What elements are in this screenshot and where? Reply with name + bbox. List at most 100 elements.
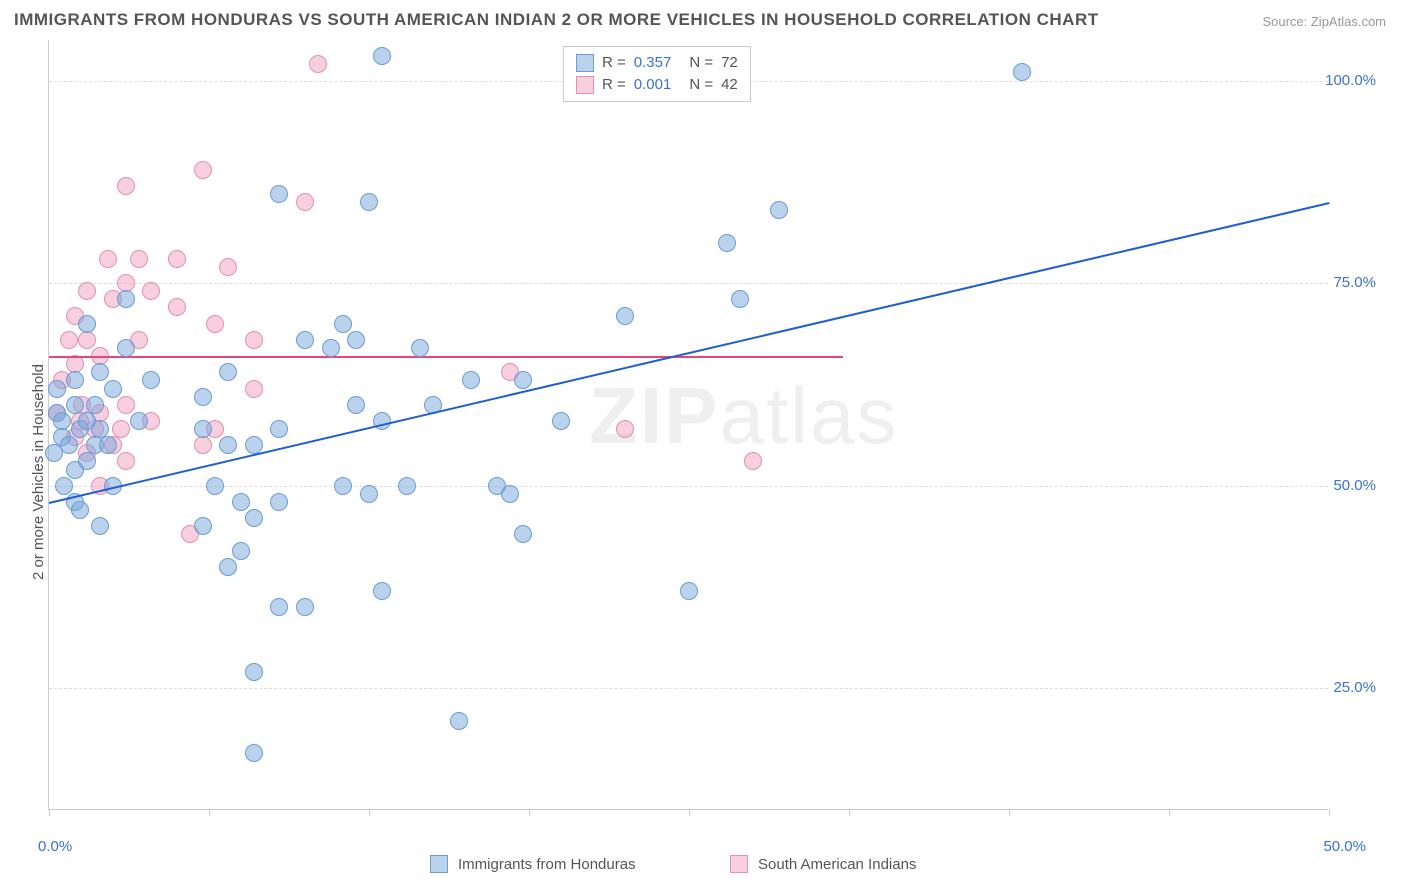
scatter-point xyxy=(194,517,212,535)
scatter-point xyxy=(117,290,135,308)
scatter-point xyxy=(91,363,109,381)
n-value: 42 xyxy=(721,74,738,96)
scatter-point xyxy=(91,517,109,535)
n-label: N = xyxy=(689,52,713,74)
scatter-point xyxy=(60,436,78,454)
y-tick-label: 100.0% xyxy=(1325,72,1376,89)
scatter-point xyxy=(373,47,391,65)
watermark-light: atlas xyxy=(719,371,898,460)
scatter-point xyxy=(117,452,135,470)
x-tick xyxy=(49,809,50,816)
scatter-point xyxy=(219,258,237,276)
scatter-point xyxy=(296,331,314,349)
scatter-point xyxy=(450,712,468,730)
scatter-point xyxy=(86,396,104,414)
scatter-point xyxy=(514,525,532,543)
scatter-point xyxy=(219,436,237,454)
plot-area: ZIPatlas xyxy=(48,40,1328,810)
scatter-point xyxy=(130,250,148,268)
scatter-point xyxy=(168,298,186,316)
scatter-point xyxy=(206,315,224,333)
scatter-point xyxy=(347,331,365,349)
scatter-point xyxy=(270,598,288,616)
scatter-point xyxy=(347,396,365,414)
scatter-point xyxy=(373,582,391,600)
scatter-point xyxy=(245,663,263,681)
scatter-point xyxy=(194,388,212,406)
trend-line xyxy=(49,202,1329,504)
x-tick xyxy=(849,809,850,816)
scatter-point xyxy=(245,509,263,527)
scatter-point xyxy=(334,315,352,333)
scatter-point xyxy=(99,436,117,454)
scatter-point xyxy=(112,420,130,438)
legend-pink-label: South American Indians xyxy=(758,856,916,873)
x-tick xyxy=(209,809,210,816)
y-tick-label: 25.0% xyxy=(1333,679,1376,696)
gridline xyxy=(49,688,1328,689)
scatter-point xyxy=(322,339,340,357)
trend-line xyxy=(49,356,843,358)
scatter-point xyxy=(1013,63,1031,81)
scatter-point xyxy=(78,315,96,333)
scatter-point xyxy=(232,542,250,560)
scatter-point xyxy=(360,485,378,503)
scatter-point xyxy=(309,55,327,73)
watermark-bold: ZIP xyxy=(589,371,719,460)
scatter-point xyxy=(142,371,160,389)
scatter-point xyxy=(48,380,66,398)
r-label: R = xyxy=(602,52,626,74)
x-tick xyxy=(369,809,370,816)
scatter-point xyxy=(55,477,73,495)
scatter-point xyxy=(53,412,71,430)
swatch-icon xyxy=(576,54,594,72)
scatter-point xyxy=(334,477,352,495)
scatter-point xyxy=(117,177,135,195)
watermark: ZIPatlas xyxy=(589,370,898,462)
scatter-point xyxy=(219,363,237,381)
scatter-point xyxy=(270,185,288,203)
legend-series-blue: Immigrants from Honduras xyxy=(430,855,636,873)
x-tick xyxy=(1169,809,1170,816)
n-value: 72 xyxy=(721,52,738,74)
scatter-point xyxy=(99,250,117,268)
scatter-point xyxy=(245,331,263,349)
x-tick-right: 50.0% xyxy=(1323,838,1366,855)
scatter-point xyxy=(360,193,378,211)
chart-title: IMMIGRANTS FROM HONDURAS VS SOUTH AMERIC… xyxy=(14,10,1099,30)
scatter-point xyxy=(770,201,788,219)
legend-row: R =0.357N =72 xyxy=(576,52,738,74)
scatter-point xyxy=(398,477,416,495)
r-label: R = xyxy=(602,74,626,96)
scatter-point xyxy=(78,282,96,300)
legend-series-pink: South American Indians xyxy=(730,855,916,873)
legend-blue-label: Immigrants from Honduras xyxy=(458,856,636,873)
x-tick xyxy=(529,809,530,816)
n-label: N = xyxy=(689,74,713,96)
scatter-point xyxy=(78,452,96,470)
scatter-point xyxy=(514,371,532,389)
x-tick xyxy=(1329,809,1330,816)
legend-row: R =0.001N =42 xyxy=(576,74,738,96)
chart-container: IMMIGRANTS FROM HONDURAS VS SOUTH AMERIC… xyxy=(0,0,1406,892)
scatter-point xyxy=(206,477,224,495)
y-tick-label: 50.0% xyxy=(1333,477,1376,494)
scatter-point xyxy=(296,598,314,616)
scatter-point xyxy=(501,485,519,503)
swatch-pink-icon xyxy=(730,855,748,873)
x-tick-left: 0.0% xyxy=(38,838,72,855)
scatter-point xyxy=(78,331,96,349)
scatter-point xyxy=(66,371,84,389)
scatter-point xyxy=(104,380,122,398)
x-tick xyxy=(1009,809,1010,816)
scatter-point xyxy=(731,290,749,308)
swatch-blue-icon xyxy=(430,855,448,873)
scatter-point xyxy=(718,234,736,252)
scatter-point xyxy=(552,412,570,430)
scatter-point xyxy=(219,558,237,576)
scatter-point xyxy=(232,493,250,511)
scatter-point xyxy=(270,493,288,511)
scatter-point xyxy=(616,420,634,438)
scatter-point xyxy=(66,396,84,414)
scatter-point xyxy=(680,582,698,600)
